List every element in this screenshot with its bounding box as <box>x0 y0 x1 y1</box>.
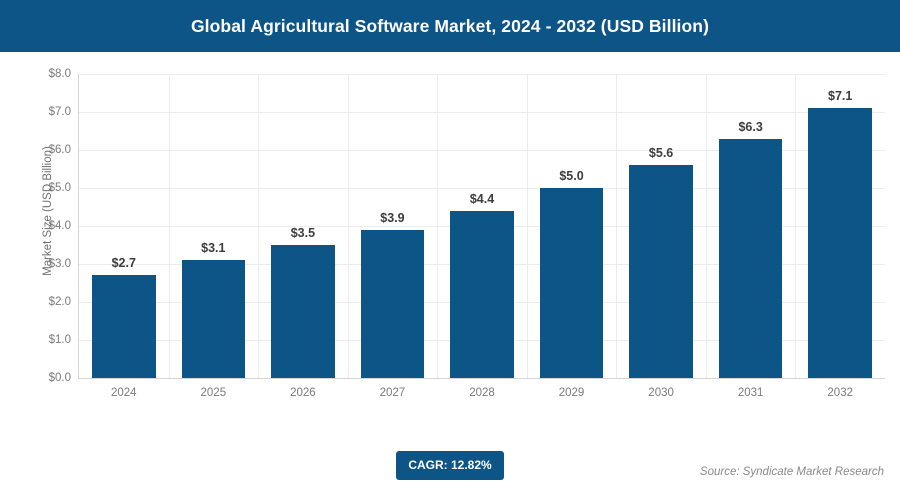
bar[interactable] <box>360 229 425 378</box>
chart-title: Global Agricultural Software Market, 202… <box>190 16 710 36</box>
y-axis-tick-label: $5.0 <box>48 182 71 194</box>
bar-value-label: $5.0 <box>559 169 584 183</box>
x-axis-tick-label: 2027 <box>379 387 406 399</box>
bar-value-label: $3.5 <box>290 226 316 240</box>
bar[interactable] <box>450 210 514 378</box>
source-attribution: Source: Syndicate Market Research <box>699 466 884 478</box>
y-axis-tick-label: $4.0 <box>48 220 71 232</box>
x-axis-tick-label: 2029 <box>558 387 585 399</box>
gridline-vertical <box>437 74 439 378</box>
gridline-vertical <box>526 74 528 378</box>
bar-group: $5.6 2030 <box>616 74 706 399</box>
y-axis-title: Market Size (USD Billion) <box>42 146 54 276</box>
gridline-vertical <box>347 74 349 378</box>
bar[interactable] <box>539 188 604 378</box>
y-axis-tick-label: $1.0 <box>48 334 71 346</box>
y-axis-tick-label: $7.0 <box>48 106 71 118</box>
y-axis-tick-label: $6.0 <box>48 144 71 156</box>
bar-series: $2.7 2024 $3.1 2025 $3.5 2026 $3.9 2027 $4.4 2028… <box>79 74 885 399</box>
y-axis-tick-label: $0.0 <box>48 372 71 384</box>
gridline-vertical <box>705 74 707 378</box>
bar-group: $3.5 2026 <box>258 74 348 399</box>
bar[interactable] <box>718 138 783 378</box>
bar-value-label: $5.6 <box>648 146 674 161</box>
x-axis-tick-label: 2025 <box>200 387 227 399</box>
gridline-vertical <box>258 74 260 378</box>
cagr-badge: CAGR: 12.82% <box>396 451 504 480</box>
bar-group: $6.3 2031 <box>706 74 796 399</box>
bar[interactable] <box>271 245 335 378</box>
gridline-vertical <box>616 74 618 378</box>
bar[interactable] <box>808 108 872 378</box>
y-axis-tick-label: $8.0 <box>48 68 71 80</box>
bar-value-label: $7.1 <box>828 89 853 104</box>
y-axis-tick-label: $3.0 <box>48 258 71 270</box>
x-axis-tick-label: 2024 <box>110 387 137 399</box>
plot-area: $0.0 $1.0 $2.0 $3.0 $4.0 $5.0 $6.0 $7.0 $8.0 $2.… <box>49 68 885 399</box>
bar-value-label: $6.3 <box>738 119 763 134</box>
x-axis-tick-label: 2026 <box>290 387 316 399</box>
bar-value-label: $3.9 <box>380 210 405 225</box>
bar[interactable] <box>181 260 246 378</box>
chart-header-band: Global Agricultural Software Market, 202… <box>0 0 900 52</box>
x-axis-tick-label: 2030 <box>648 387 674 399</box>
bar-value-label: $4.4 <box>469 191 495 206</box>
gridline-horizontal <box>79 188 885 189</box>
bar[interactable] <box>629 165 693 378</box>
chart-card: Market Size (USD Billion) $0.0 $1.0 $2.0 $3… <box>10 60 890 420</box>
bar-group: $3.9 2027 <box>348 74 438 399</box>
x-axis-tick-label: 2028 <box>469 387 495 399</box>
gridline-horizontal <box>79 74 885 75</box>
bar-group: $2.7 2024 <box>79 74 169 399</box>
bar-value-label: $3.1 <box>201 241 226 256</box>
gridline-vertical <box>795 74 797 378</box>
y-axis-tick-label: $2.0 <box>48 296 71 308</box>
bar[interactable] <box>91 275 156 378</box>
bar-group: $3.1 2025 <box>169 74 259 399</box>
bar-value-label: $2.7 <box>111 256 136 271</box>
gridline-horizontal <box>79 150 885 151</box>
bar-group: $7.1 2032 <box>795 74 885 399</box>
gridline-horizontal <box>79 112 885 113</box>
gridline-vertical <box>168 74 170 378</box>
bar-group: $4.4 2028 <box>437 74 527 399</box>
x-axis-tick-label: 2032 <box>827 387 853 399</box>
x-axis-tick-label: 2031 <box>737 387 764 399</box>
bar-group: $5.0 2029 <box>527 74 617 399</box>
